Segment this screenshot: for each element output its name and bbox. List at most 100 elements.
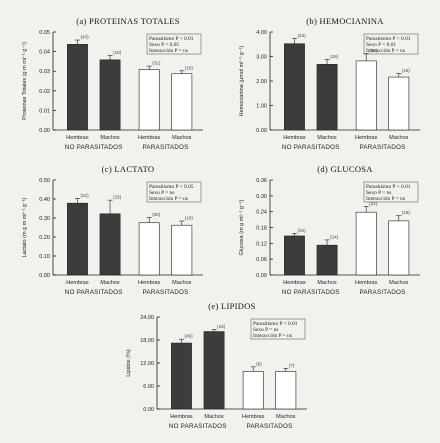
bar — [171, 73, 193, 131]
group-label: NO PARASITADOS — [65, 289, 123, 296]
sample-size-label: (18) — [402, 210, 411, 215]
bar — [171, 224, 193, 276]
stats-legend-line: Parasitismo P < 0.01 — [366, 184, 411, 190]
y-tick-label: 0.18 — [256, 226, 267, 232]
x-tick-label: Machos — [389, 135, 409, 141]
x-tick-label: Machos — [389, 280, 409, 286]
y-tick-label: 0.05 — [39, 30, 50, 36]
x-tick-label: Hembras — [242, 414, 265, 420]
stats-legend-line: Parasitismo P < 0.01 — [253, 321, 298, 327]
stats-legend-line: Parasitismo P < 0.05 — [149, 184, 194, 190]
chart-proteinas: (a) PROTEINAS TOTALES 0.00 0.01 0.02 0.03 0.0… — [22, 16, 203, 151]
y-tick-label: 0.06 — [256, 257, 267, 263]
stats-legend-line: Interacción P = ns — [366, 48, 405, 54]
stats-legend-line: Sexo P = ns — [149, 190, 174, 196]
sample-size-label: (18) — [185, 65, 194, 70]
x-tick-label: Machos — [100, 280, 120, 286]
bar — [242, 371, 264, 410]
stats-legend-line: Sexo P < 0.05 — [149, 42, 179, 48]
bar — [99, 59, 121, 131]
y-tick-label: 3.00 — [256, 55, 267, 61]
group-label: NO PARASITADOS — [169, 423, 227, 430]
chart-lipidos: (e) LIPIDOS 0.00 6.00 12.00 18.00 24.00 Lipido… — [126, 301, 307, 430]
stats-legend — [363, 33, 419, 55]
y-tick-label: 18.00 — [140, 338, 154, 344]
sample-size-label: (32) — [369, 48, 378, 53]
sample-size-label: (18) — [402, 68, 411, 73]
stats-legend-line: Interacción P = ns — [253, 333, 292, 339]
bar — [138, 222, 160, 276]
y-tick-label: 0.01 — [39, 108, 50, 114]
sample-size-label: (7) — [289, 363, 295, 368]
y-tick-label: 0.36 — [256, 178, 267, 184]
x-tick-label: Machos — [204, 414, 224, 420]
bar — [138, 69, 160, 131]
group-label: NO PARASITADOS — [65, 144, 123, 151]
x-tick-label: Hembras — [283, 280, 306, 286]
y-tick-label: 4.00 — [256, 30, 267, 36]
sample-size-label: (43) — [297, 33, 306, 38]
sample-size-label: (18) — [330, 54, 339, 59]
y-tick-label: 0.00 — [143, 407, 154, 413]
bar — [316, 244, 338, 276]
bar — [99, 213, 121, 276]
stats-legend — [363, 181, 419, 203]
x-tick-label: Hembras — [355, 280, 378, 286]
sample-size-label: (18) — [113, 50, 122, 55]
bar — [355, 211, 377, 276]
sample-size-label: (15) — [113, 195, 122, 200]
group-label: PARASITADOS — [359, 144, 405, 151]
bar — [67, 44, 88, 131]
sample-size-label: (16) — [185, 216, 194, 221]
stats-legend-line: Interacción P = ns — [149, 196, 188, 202]
y-axis-label: Lipidos (%) — [126, 349, 132, 377]
group-label: PARASITADOS — [359, 289, 405, 296]
y-tick-label: 0.00 — [39, 128, 50, 134]
x-tick-label: Machos — [276, 414, 296, 420]
stats-legend-line: Sexo P = ns — [366, 190, 391, 196]
chart-title: (c) LACTATO — [102, 164, 155, 174]
x-tick-label: Hembras — [66, 135, 89, 141]
stats-legend-line: Sexo P = ns — [253, 327, 278, 333]
chart-title: (b) HEMOCIANINA — [306, 16, 384, 26]
sample-size-label: (6) — [256, 361, 262, 366]
y-tick-label: 0.50 — [39, 178, 50, 184]
stats-legend-line: Parasitismo P < 0.01 — [149, 36, 194, 42]
sample-size-label: (22) — [80, 193, 89, 198]
bar — [388, 76, 410, 131]
y-tick-label: 0.00 — [39, 273, 50, 279]
bar — [171, 342, 192, 410]
bar — [355, 60, 377, 131]
stats-legend — [146, 33, 202, 55]
bar — [203, 331, 225, 410]
group-label: NO PARASITADOS — [282, 289, 340, 296]
y-tick-label: 0.30 — [256, 194, 267, 200]
bar — [275, 371, 297, 410]
bar — [316, 64, 338, 131]
y-axis-label: Glucosa (m g ml⁻¹ g⁻¹) — [239, 199, 245, 255]
y-tick-label: 0.00 — [256, 273, 267, 279]
y-tick-label: 0.30 — [39, 216, 50, 222]
y-tick-label: 12.00 — [140, 361, 154, 367]
y-tick-label: 0.12 — [256, 241, 267, 247]
sample-size-label: (43) — [80, 35, 89, 40]
x-tick-label: Hembras — [170, 414, 193, 420]
stats-legend-line: Sexo P < 0.01 — [366, 42, 396, 48]
chart-title: (d) GLUCOSA — [317, 164, 373, 174]
chart-glucosa: (d) GLUCOSA 0.00 0.06 0.12 0.18 0.24 0.30 0.36 G… — [239, 164, 420, 296]
x-tick-label: Hembras — [138, 280, 161, 286]
group-label: PARASITADOS — [246, 423, 292, 430]
x-tick-label: Machos — [172, 135, 192, 141]
x-tick-label: Machos — [317, 280, 337, 286]
stats-legend — [250, 318, 306, 340]
x-tick-label: Machos — [172, 280, 192, 286]
sample-size-label: (32) — [152, 61, 161, 66]
sample-size-label: (34) — [297, 228, 306, 233]
y-tick-label: 0.24 — [256, 210, 267, 216]
bar — [284, 235, 305, 276]
bar — [388, 220, 410, 276]
chart-title: (e) LIPIDOS — [208, 301, 255, 311]
y-tick-label: 0.00 — [256, 128, 267, 134]
stats-legend-line: Interacción P = ns — [366, 196, 405, 202]
